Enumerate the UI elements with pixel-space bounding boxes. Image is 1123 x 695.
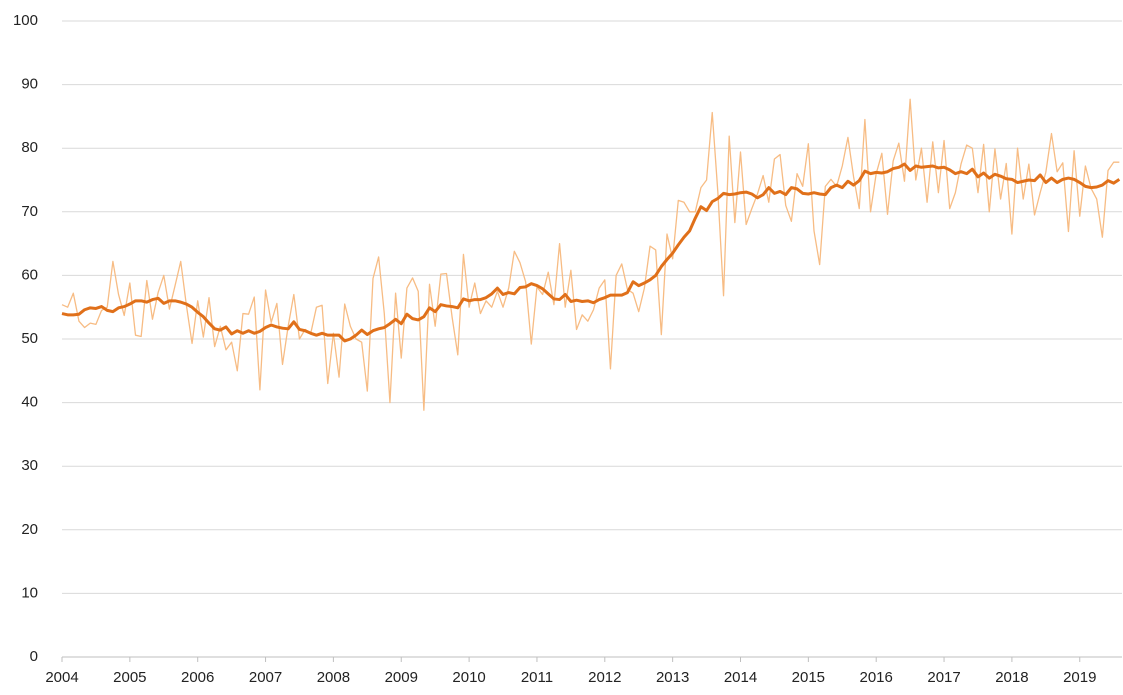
y-tick-label: 100 (13, 12, 38, 29)
x-tick-label: 2017 (927, 669, 960, 686)
x-tick-label: 2014 (724, 669, 757, 686)
x-tick-label: 2011 (521, 669, 553, 686)
y-tick-label: 90 (21, 76, 38, 93)
x-tick-label: 2005 (113, 669, 146, 686)
x-tick-label: 2016 (860, 669, 893, 686)
x-tick-label: 2012 (588, 669, 621, 686)
y-tick-label: 60 (21, 266, 38, 283)
x-tick-label: 2015 (792, 669, 825, 686)
y-tick-label: 70 (21, 203, 38, 220)
series-line (61, 98, 1120, 411)
x-tick-label: 2013 (656, 669, 689, 686)
y-tick-label: 50 (21, 330, 38, 347)
x-tick-label: 2006 (181, 669, 214, 686)
y-tick-label: 30 (21, 457, 38, 474)
x-tick-label: 2008 (317, 669, 350, 686)
x-tick-label: 2004 (45, 669, 78, 686)
y-tick-label: 10 (21, 584, 38, 601)
x-tick-label: 2010 (452, 669, 485, 686)
x-tick-label: 2007 (249, 669, 282, 686)
y-tick-label: 80 (21, 139, 38, 156)
y-tick-label: 20 (21, 521, 38, 538)
y-tick-label: 40 (21, 394, 38, 411)
x-tick-label: 2018 (995, 669, 1028, 686)
y-tick-label: 0 (30, 648, 38, 665)
x-tick-label: 2019 (1063, 669, 1096, 686)
series-line (61, 162, 1121, 343)
x-tick-label: 2009 (385, 669, 418, 686)
